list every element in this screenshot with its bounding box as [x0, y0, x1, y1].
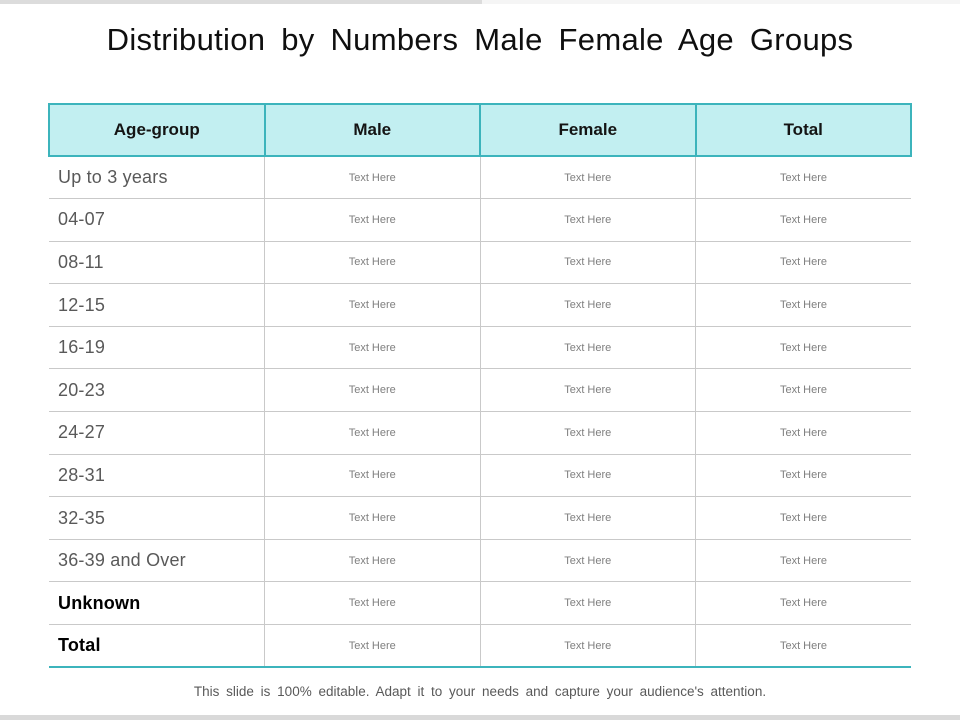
- table-cell: Text Here: [264, 368, 481, 413]
- table-cell: Text Here: [695, 411, 911, 455]
- table-cell: Text Here: [695, 368, 911, 413]
- table-cell: Text Here: [695, 581, 911, 626]
- row-label: Total: [49, 624, 265, 669]
- row-label: 16-19: [49, 326, 265, 370]
- slide-title: Distribution by Numbers Male Female Age …: [106, 22, 854, 57]
- row-label: Up to 3 years: [49, 156, 265, 200]
- table-cell: Text Here: [264, 581, 481, 626]
- table-row: 36-39 and Over Text Here Text Here Text Her…: [49, 539, 911, 583]
- table-cell: Text Here: [264, 624, 481, 669]
- table-cell: Text Here: [695, 496, 911, 540]
- table-cell: Text Here: [264, 454, 481, 498]
- table-cell: Text Here: [695, 198, 911, 242]
- table-cell: Text Here: [264, 539, 481, 583]
- table-cell: Text Here: [695, 283, 911, 327]
- table-cell: Text Here: [480, 411, 696, 455]
- table-cell: Text Here: [480, 624, 696, 669]
- table-row: 32-35 Text Here Text Here Text Here: [49, 496, 911, 540]
- table-row: 12-15 Text Here Text Here Text Here: [49, 283, 911, 327]
- table-cell: Text Here: [695, 241, 911, 285]
- table-row: 04-07 Text Here Text Here Text Here: [49, 198, 911, 242]
- footer-note: This slide is 100% editable. Adapt it to…: [193, 684, 767, 699]
- column-header: Male: [263, 103, 481, 157]
- table-cell: Text Here: [480, 198, 696, 242]
- table-cell: Text Here: [480, 368, 696, 413]
- table-cell: Text Here: [264, 411, 481, 455]
- table-cell: Text Here: [695, 326, 911, 370]
- table-cell: Text Here: [695, 624, 911, 669]
- table-cell: Text Here: [480, 156, 696, 200]
- row-label: 12-15: [49, 283, 265, 327]
- column-header: Age-group: [48, 103, 266, 157]
- table-row: Up to 3 years Text Here Text Here Text Here: [49, 156, 911, 200]
- table-cell: Text Here: [264, 496, 481, 540]
- bottom-edge-strip: [0, 715, 960, 720]
- table-row: Unknown Text Here Text Here Text Here: [49, 581, 911, 626]
- table-row: 24-27 Text Here Text Here Text Here: [49, 411, 911, 455]
- column-header: Female: [479, 103, 697, 157]
- top-edge-strip: [0, 0, 482, 4]
- table-cell: Text Here: [264, 156, 481, 200]
- header-row: Age-group Male Female Total: [48, 103, 912, 157]
- table-cell: Text Here: [695, 539, 911, 583]
- table-cell: Text Here: [480, 283, 696, 327]
- table-row: Total Text Here Text Here Text Here: [49, 624, 911, 669]
- row-label: 32-35: [49, 496, 265, 540]
- table-cell: Text Here: [695, 454, 911, 498]
- row-label: 08-11: [49, 241, 265, 285]
- row-label: Unknown: [49, 581, 265, 626]
- row-label: 28-31: [49, 454, 265, 498]
- column-header: Total: [694, 103, 912, 157]
- table-body: Up to 3 years Text Here Text Here Text Here…: [49, 156, 911, 669]
- row-label: 20-23: [49, 368, 265, 413]
- table-cell: Text Here: [480, 454, 696, 498]
- table-cell: Text Here: [480, 581, 696, 626]
- table-cell: Text Here: [695, 156, 911, 200]
- table-cell: Text Here: [264, 283, 481, 327]
- table-cell: Text Here: [264, 198, 481, 242]
- row-label: 36-39 and Over: [49, 539, 265, 583]
- table-cell: Text Here: [480, 326, 696, 370]
- table-row: 28-31 Text Here Text Here Text Here: [49, 454, 911, 498]
- table-cell: Text Here: [480, 496, 696, 540]
- table-cell: Text Here: [480, 539, 696, 583]
- row-label: 24-27: [49, 411, 265, 455]
- row-label: 04-07: [49, 198, 265, 242]
- table-row: 08-11 Text Here Text Here Text Here: [49, 241, 911, 285]
- age-distribution-table: Age-group Male Female Total Up to 3 years Te…: [48, 103, 912, 669]
- table-row: 16-19 Text Here Text Here Text Here: [49, 326, 911, 370]
- table-row: 20-23 Text Here Text Here Text Here: [49, 368, 911, 413]
- table-cell: Text Here: [264, 326, 481, 370]
- table-cell: Text Here: [264, 241, 481, 285]
- table-header: Age-group Male Female Total: [48, 103, 912, 157]
- table-cell: Text Here: [480, 241, 696, 285]
